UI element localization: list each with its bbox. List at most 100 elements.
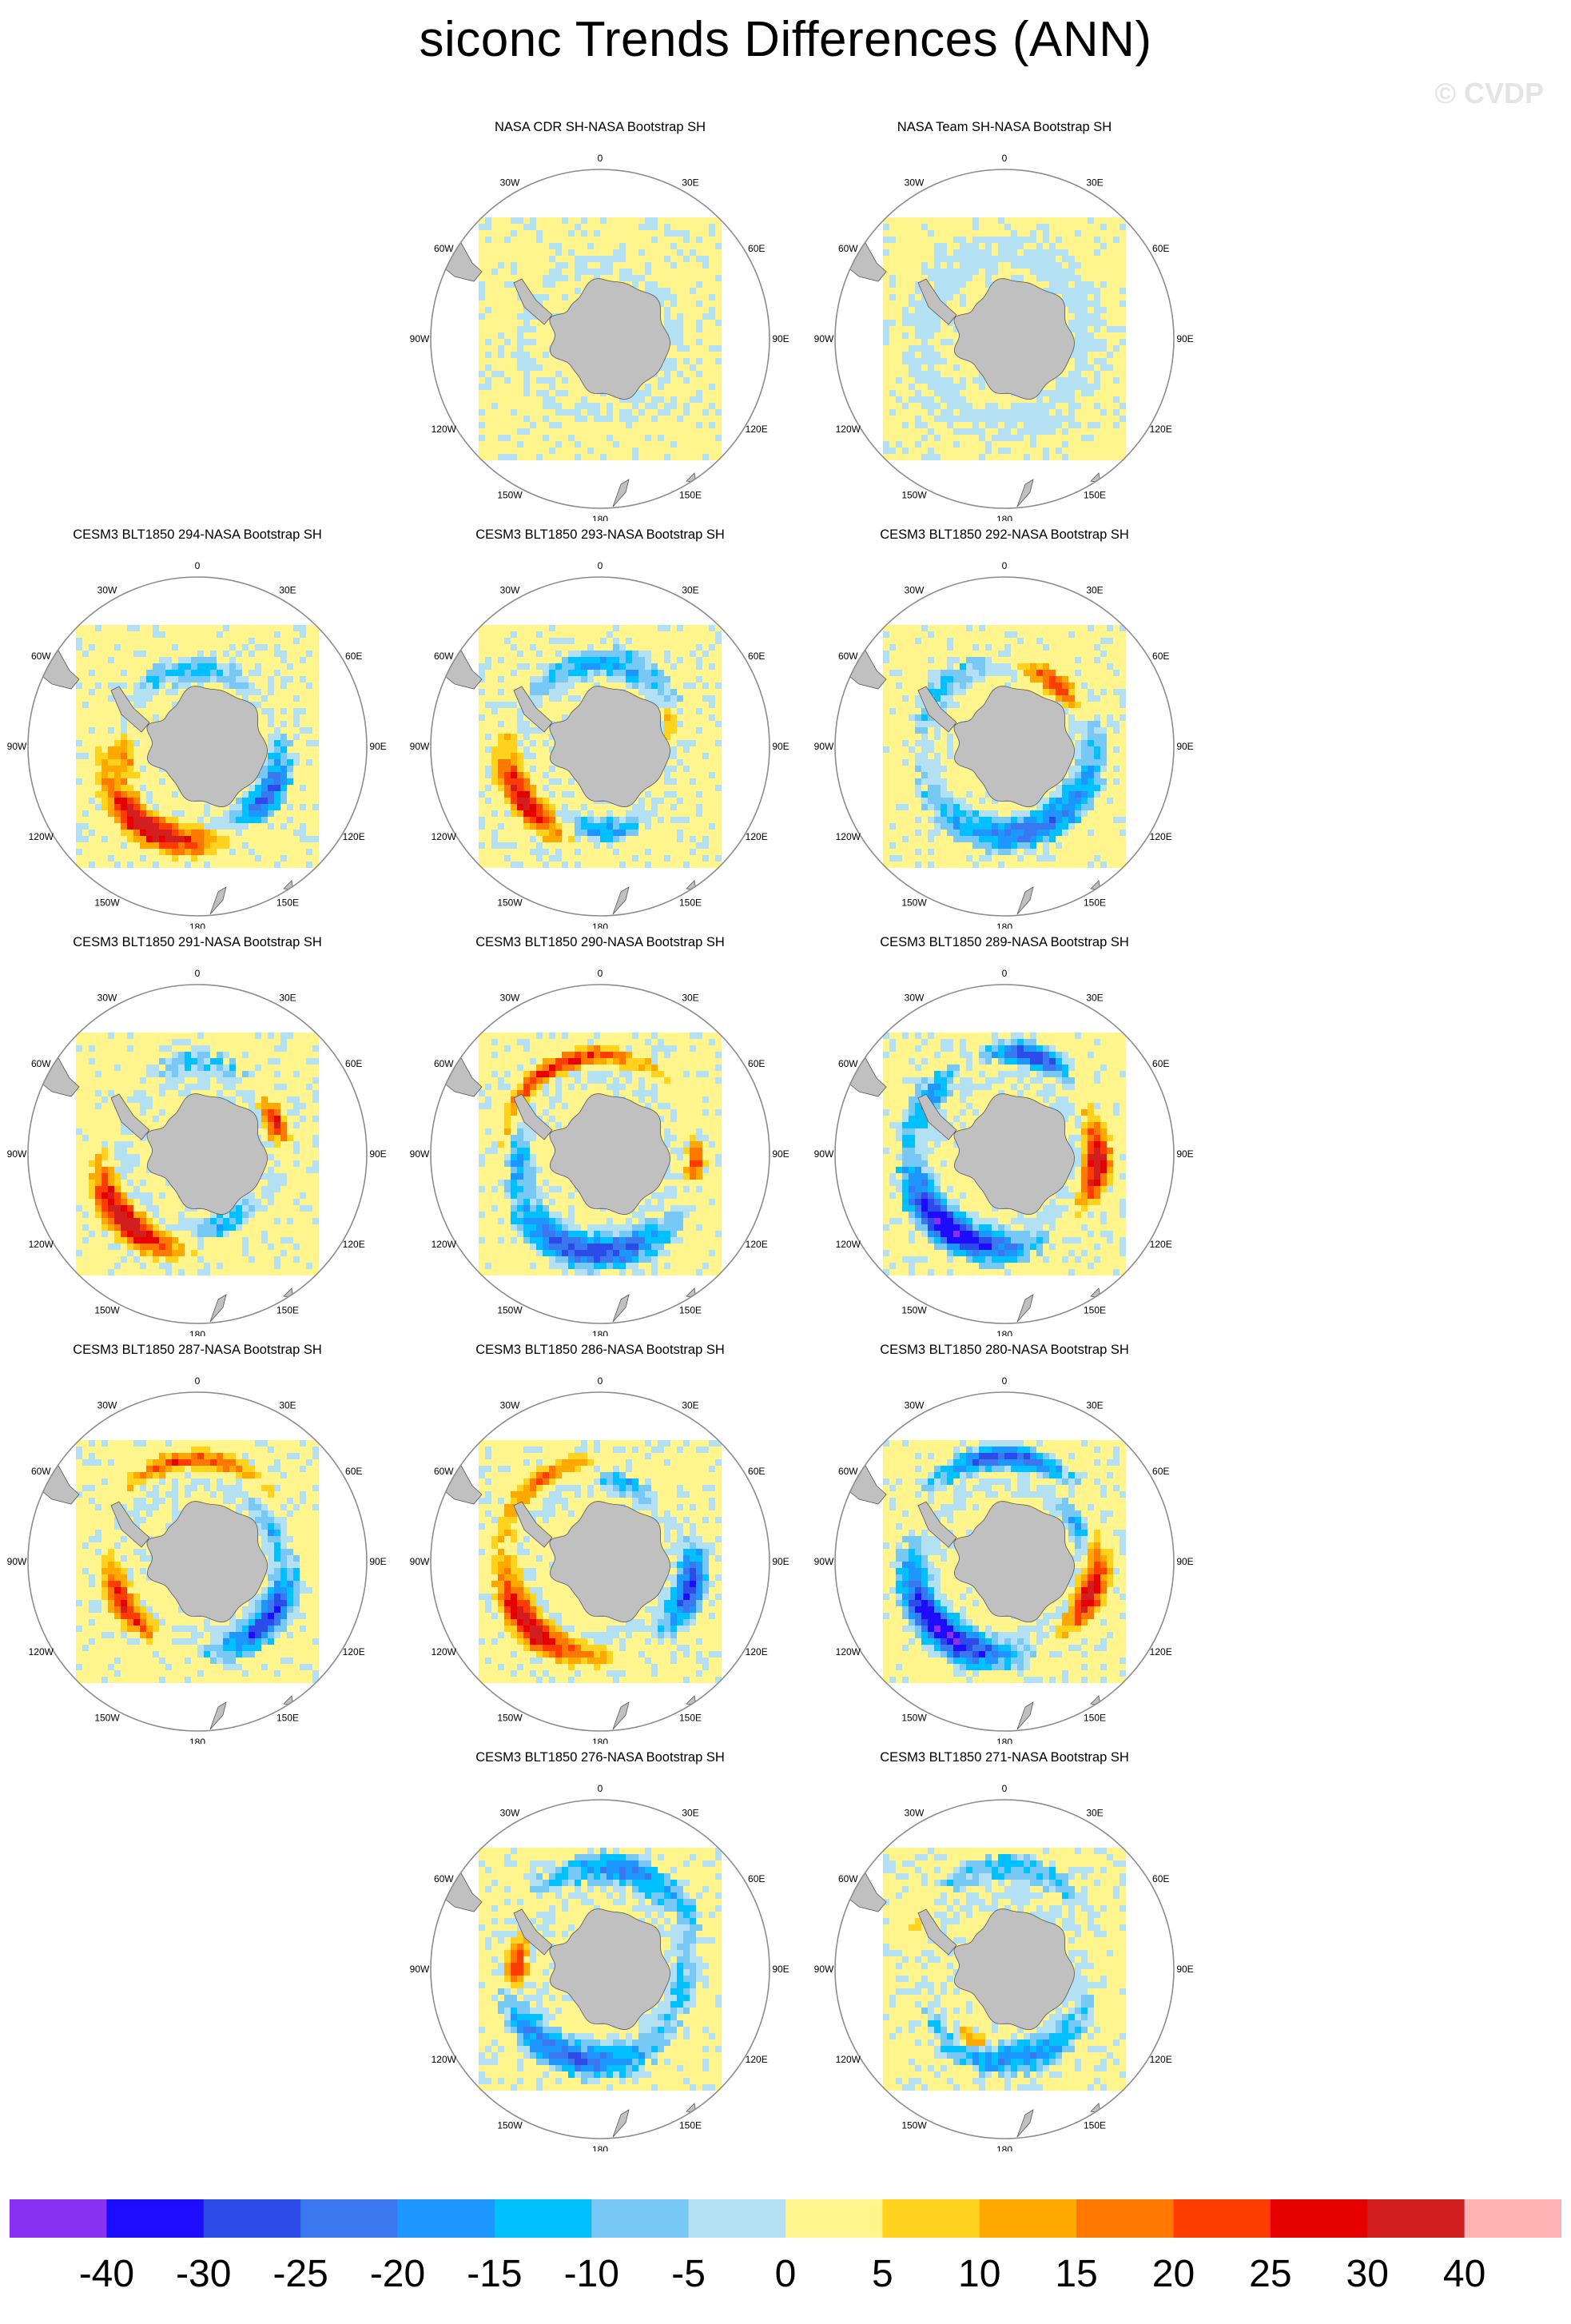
colorbar-swatch: [979, 2199, 1077, 2238]
map-boundary-circle: [834, 576, 1175, 917]
map-panel: CESM3 BLT1850 271-NASA Bootstrap SH 0 30E 6…: [813, 1750, 1196, 2151]
map-boundary-circle: [834, 169, 1175, 509]
longitude-label: 60W: [838, 651, 858, 662]
polar-map: 0 30E 60E 90E 120E 150E 180 150W 120W 90W 60W 30W: [7, 968, 387, 1336]
longitude-label: 60E: [748, 243, 765, 254]
longitude-label: 120E: [1150, 424, 1172, 435]
longitude-label: 150W: [497, 2120, 523, 2131]
longitude-label: 180: [996, 514, 1012, 521]
longitude-label: 120W: [432, 1239, 457, 1250]
longitude-label: 120W: [432, 831, 457, 842]
polar-map: 0 30E 60E 90E 120E 150E 180 150W 120W 90W 60W 30W: [410, 1375, 789, 1744]
colorbar-swatch: [688, 2199, 786, 2238]
polar-map: 0 30E 60E 90E 120E 150E 180 150W 120W 90W 60W 30W: [814, 153, 1194, 521]
longitude-label: 0: [598, 1783, 603, 1794]
longitude-label: 180: [592, 2144, 608, 2151]
colorbar-swatch: [1270, 2199, 1368, 2238]
longitude-label: 150E: [276, 1713, 299, 1724]
longitude-label: 0: [598, 1375, 603, 1387]
longitude-label: 90W: [410, 1556, 430, 1567]
figure-title: siconc Trends Differences (ANN): [419, 12, 1152, 67]
longitude-label: 180: [996, 1329, 1012, 1336]
longitude-label: 60E: [1152, 1873, 1169, 1884]
longitude-label: 180: [996, 2144, 1012, 2151]
longitude-label: 90E: [772, 1556, 789, 1567]
longitude-label: 150W: [901, 2120, 927, 2131]
longitude-label: 90W: [410, 333, 430, 344]
longitude-label: 30E: [682, 992, 698, 1003]
longitude-label: 0: [195, 560, 201, 571]
longitude-label: 0: [598, 153, 603, 164]
longitude-label: 60W: [31, 1466, 51, 1477]
map-panel: NASA CDR SH-NASA Bootstrap SH 0 30E 60E 90E 1…: [408, 120, 792, 521]
longitude-label: 30W: [500, 584, 520, 595]
longitude-label: 120W: [432, 2054, 457, 2065]
longitude-label: 150W: [94, 1713, 120, 1724]
antarctica-landmass: [917, 686, 1076, 808]
longitude-label: 120E: [746, 1646, 768, 1657]
longitude-label: 120W: [29, 831, 54, 842]
panel-title: NASA CDR SH-NASA Bootstrap SH: [494, 120, 706, 134]
longitude-label: 60E: [1152, 1058, 1169, 1069]
panel-title: CESM3 BLT1850 287-NASA Bootstrap SH: [73, 1343, 322, 1357]
longitude-label: 90W: [814, 741, 834, 752]
longitude-label: 180: [189, 1329, 205, 1336]
colorbar-tick-label: 10: [958, 2253, 1001, 2295]
longitude-label: 60E: [1152, 651, 1169, 662]
colorbar-tick-label: -5: [671, 2253, 706, 2295]
map-panel: NASA Team SH-NASA Bootstrap SH 0 30E 60E 90E…: [813, 120, 1196, 521]
longitude-label: 150E: [276, 1305, 299, 1316]
longitude-label: 120E: [746, 2054, 768, 2065]
polar-map: 0 30E 60E 90E 120E 150E 180 150W 120W 90W 60W 30W: [814, 560, 1194, 929]
colorbar-tick-label: -25: [272, 2253, 328, 2295]
colorbar-tick-label: -15: [467, 2253, 523, 2295]
longitude-label: 90E: [1176, 1964, 1193, 1975]
longitude-label: 90E: [1176, 741, 1193, 752]
colorbar: [10, 2199, 1561, 2238]
longitude-label: 0: [195, 1375, 201, 1387]
longitude-label: 180: [592, 921, 608, 929]
longitude-label: 30W: [500, 177, 520, 188]
longitude-label: 30W: [905, 1807, 925, 1818]
colorbar-swatch: [397, 2199, 495, 2238]
longitude-label: 90W: [7, 741, 27, 752]
map-boundary-circle: [430, 1799, 770, 2139]
colorbar-swatch: [203, 2199, 301, 2238]
map-boundary-circle: [834, 1799, 1175, 2139]
colorbar-swatch: [300, 2199, 399, 2238]
colorbar-tick-label: -30: [176, 2253, 232, 2295]
map-boundary-circle: [27, 1391, 368, 1732]
siconc-field: [479, 1848, 722, 2091]
longitude-label: 0: [1002, 560, 1008, 571]
antarctica-landmass: [513, 686, 671, 808]
longitude-label: 0: [598, 560, 603, 571]
map-boundary-circle: [834, 984, 1175, 1324]
longitude-label: 150E: [1084, 2120, 1106, 2131]
map-panel: CESM3 BLT1850 290-NASA Bootstrap SH 0 30E 6…: [408, 935, 792, 1336]
longitude-label: 60E: [345, 651, 362, 662]
antarctica-landmass: [917, 1908, 1076, 2031]
longitude-label: 120W: [836, 424, 861, 435]
map-panel: CESM3 BLT1850 291-NASA Bootstrap SH 0 30E 6…: [6, 935, 389, 1336]
antarctica-landmass: [513, 1093, 671, 1216]
longitude-label: 60W: [838, 1058, 858, 1069]
longitude-label: 30E: [1086, 584, 1103, 595]
longitude-label: 90W: [814, 1556, 834, 1567]
polar-map: 0 30E 60E 90E 120E 150E 180 150W 120W 90W 60W 30W: [814, 968, 1194, 1336]
longitude-label: 120E: [343, 831, 365, 842]
longitude-label: 120E: [1150, 831, 1172, 842]
longitude-label: 180: [189, 1737, 205, 1744]
colorbar-tick-label: 20: [1151, 2253, 1195, 2295]
longitude-label: 180: [996, 921, 1012, 929]
longitude-label: 150W: [901, 897, 927, 909]
colorbar-tick-label: 40: [1442, 2253, 1486, 2295]
longitude-label: 60E: [345, 1058, 362, 1069]
colorbar-swatch: [106, 2199, 205, 2238]
longitude-label: 90E: [1176, 1556, 1193, 1567]
colorbar-swatch: [786, 2199, 883, 2238]
longitude-label: 150W: [901, 490, 927, 501]
longitude-label: 120W: [836, 1646, 861, 1657]
longitude-label: 150E: [679, 2120, 702, 2131]
longitude-label: 150E: [679, 897, 702, 909]
longitude-label: 150E: [276, 897, 299, 909]
